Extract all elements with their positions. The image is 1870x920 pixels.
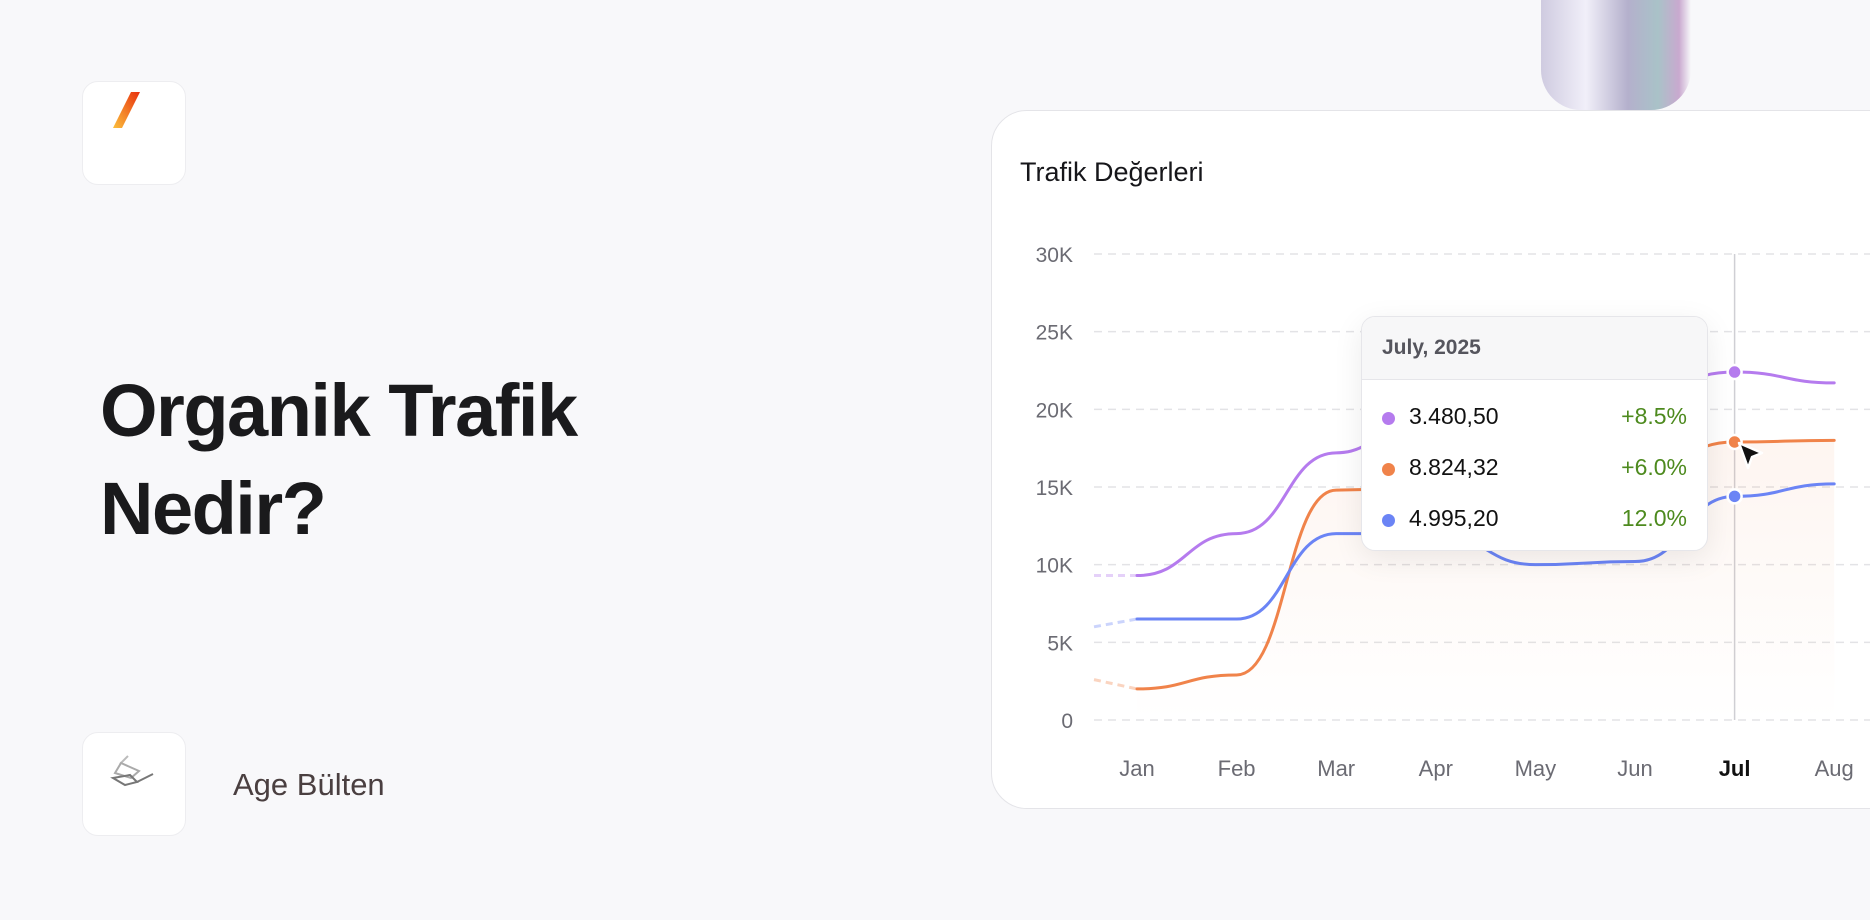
- tooltip-change: +6.0%: [1621, 454, 1687, 480]
- page-title: Organik Trafik Nedir?: [100, 362, 578, 558]
- series-dot-icon: [1382, 463, 1395, 476]
- x-tick-label: Apr: [1419, 756, 1453, 781]
- tooltip-row: 8.824,32 +6.0%: [1362, 454, 1707, 484]
- chart-tooltip: July, 2025 3.480,50 +8.5% 8.824,32 +6.0%…: [1361, 316, 1708, 551]
- x-tick-label: Feb: [1218, 756, 1256, 781]
- x-tick-label: Mar: [1317, 756, 1355, 781]
- y-tick-label: 5K: [1047, 632, 1073, 655]
- title-line-2: Nedir?: [100, 467, 327, 550]
- tooltip-value: 4.995,20: [1409, 505, 1499, 531]
- x-tick-label: Jan: [1119, 756, 1154, 781]
- y-tick-label: 15K: [1036, 477, 1073, 500]
- logo-box: [82, 81, 186, 185]
- title-line-1: Organik Trafik: [100, 369, 578, 452]
- mouse-cursor-icon: [1737, 441, 1764, 470]
- series-line: [1135, 482, 1836, 621]
- tooltip-row: 3.480,50 +8.5%: [1362, 403, 1707, 433]
- y-tick-label: 25K: [1036, 322, 1073, 345]
- x-tick-label: May: [1515, 756, 1557, 781]
- brand-name: Age Bülten: [233, 767, 385, 802]
- y-tick-label: 10K: [1036, 555, 1073, 578]
- lead-in-line: [1093, 678, 1138, 691]
- data-point: [1726, 488, 1743, 505]
- tooltip-title: July, 2025: [1362, 317, 1707, 380]
- data-point: [1726, 433, 1743, 451]
- y-tick-label: 20K: [1036, 399, 1073, 422]
- tooltip-change: 12.0%: [1621, 505, 1687, 531]
- tooltip-row: 4.995,20 12.0%: [1362, 505, 1707, 535]
- layered-diamond-icon: [110, 755, 154, 787]
- chart-title: Trafik Değerleri: [1020, 157, 1204, 187]
- series-dot-icon: [1382, 514, 1395, 527]
- data-point: [1726, 363, 1743, 381]
- decorative-ring: [1541, 0, 1691, 110]
- tooltip-change: +8.5%: [1621, 403, 1687, 429]
- slash-logo-icon: [113, 92, 140, 128]
- x-tick-label: Jul: [1719, 756, 1751, 781]
- lead-in-line: [1093, 617, 1138, 629]
- tooltip-value: 3.480,50: [1409, 403, 1499, 429]
- y-tick-label: 0: [1061, 710, 1073, 733]
- tooltip-value: 8.824,32: [1409, 454, 1499, 480]
- x-tick-label: Aug: [1815, 756, 1854, 781]
- brand-icon-box: [82, 732, 186, 836]
- series-dot-icon: [1382, 412, 1395, 425]
- y-tick-label: 30K: [1036, 244, 1073, 267]
- x-tick-label: Jun: [1617, 756, 1652, 781]
